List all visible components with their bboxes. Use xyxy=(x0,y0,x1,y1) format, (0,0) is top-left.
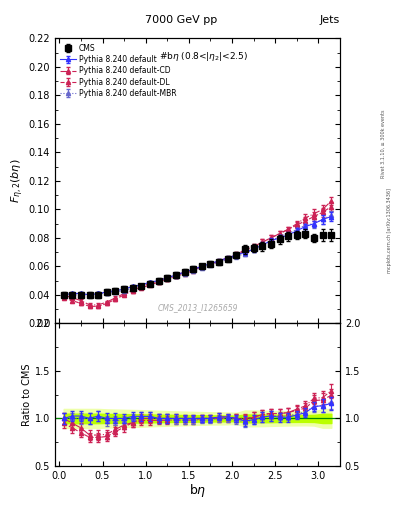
Text: 7000 GeV pp: 7000 GeV pp xyxy=(145,14,217,25)
X-axis label: b$\eta$: b$\eta$ xyxy=(189,482,206,499)
Y-axis label: $F_{\eta,2}(b\eta)$: $F_{\eta,2}(b\eta)$ xyxy=(9,159,26,203)
Text: CMS_2013_I1265659: CMS_2013_I1265659 xyxy=(157,303,238,312)
Text: #b$\eta$ (0.8<|$\eta_2$|<2.5): #b$\eta$ (0.8<|$\eta_2$|<2.5) xyxy=(159,50,248,63)
Text: Jets: Jets xyxy=(320,14,340,25)
Text: mcplots.cern.ch [arXiv:1306.3436]: mcplots.cern.ch [arXiv:1306.3436] xyxy=(387,188,391,273)
Y-axis label: Ratio to CMS: Ratio to CMS xyxy=(22,364,32,426)
Legend: CMS, Pythia 8.240 default, Pythia 8.240 default-CD, Pythia 8.240 default-DL, Pyt: CMS, Pythia 8.240 default, Pythia 8.240 … xyxy=(59,42,178,99)
Text: Rivet 3.1.10, ≥ 300k events: Rivet 3.1.10, ≥ 300k events xyxy=(381,109,386,178)
